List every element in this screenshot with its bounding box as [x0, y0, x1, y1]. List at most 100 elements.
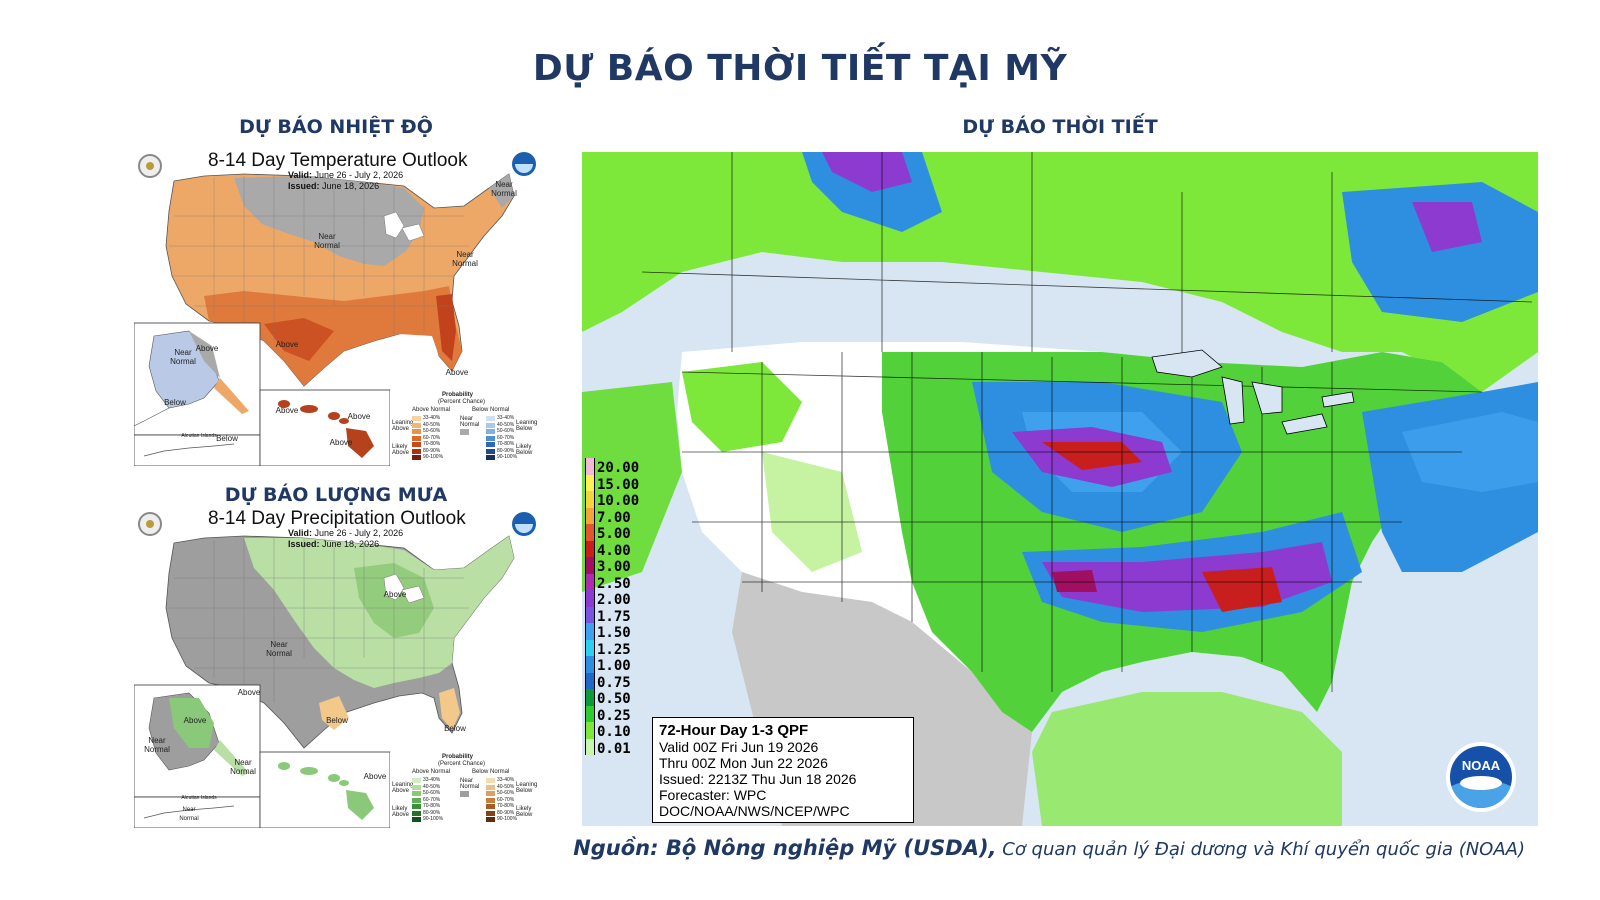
legend-above-swatch: [412, 422, 421, 428]
precipitation-issued-line: Issued: June 18, 2026: [288, 539, 379, 550]
qpf-scale-swatch: [585, 705, 595, 722]
legend-above-range: 90-100%: [423, 816, 444, 822]
qpf-scale-label: 2.50: [597, 575, 631, 592]
legend-above-range: 70-80%: [423, 441, 441, 447]
precipitation-map-title: 8-14 Day Precipitation Outlook: [208, 508, 466, 529]
legend-above-range: 60-70%: [423, 796, 441, 803]
qpf-scale-row: 0.01: [585, 738, 655, 757]
legend-below-swatch: [486, 778, 495, 783]
legend-leaning-above: Leaning Above: [392, 420, 414, 432]
legend-above-swatch: [412, 416, 421, 421]
qpf-scale-label: 0.10: [597, 724, 631, 740]
label-ak-above2: Above: [237, 688, 261, 697]
legend-heading: Probability: [442, 754, 474, 760]
doc-seal-icon: [138, 154, 162, 178]
legend-above-swatch: [412, 435, 421, 441]
qpf-scale-row: 0.75: [585, 672, 655, 691]
legend-below-swatch: [486, 817, 495, 822]
qpf-scale-swatch: [585, 738, 595, 755]
legend-below-range: 60-70%: [497, 434, 515, 441]
precipitation-heading: DỰ BÁO LƯỢNG MƯA: [224, 484, 448, 506]
legend-leaning-below: Leaning Below: [516, 420, 538, 432]
legend-below-range: 80-90%: [497, 447, 515, 454]
qpf-scale-row: 3.00: [585, 557, 655, 575]
precipitation-outlook-map: 8-14 Day Precipitation Outlook Valid: Ju…: [134, 508, 538, 828]
noaa-logo-icon: NOAA: [1446, 742, 1516, 812]
legend-above-range: 50-60%: [423, 428, 441, 434]
legend-below-swatch: [486, 442, 495, 447]
qpf-scale-label: 1.75: [597, 608, 631, 625]
qpf-scale-row: 0.25: [585, 705, 655, 724]
qpf-scale-swatch: [585, 722, 595, 739]
qpf-scale-label: 1.00: [597, 658, 631, 674]
label-aleutian: Aleutian Islands: [181, 795, 217, 801]
label-below-fl: Below: [444, 724, 466, 733]
legend-above-range: 70-80%: [423, 803, 441, 809]
qpf-box-title: 72-Hour Day 1-3 QPF: [659, 722, 809, 739]
qpf-scale-row: 20.00: [585, 458, 655, 476]
legend-near-swatch: [460, 791, 469, 797]
legend-below-range: 40-50%: [497, 421, 515, 428]
qpf-scale-label: 1.25: [597, 641, 631, 658]
legend-heading: Probability: [442, 392, 474, 398]
source-rest: Cơ quan quản lý Đại dương và Khí quyển q…: [996, 839, 1525, 860]
label-aleutian: Aleutian Islands: [181, 433, 217, 439]
noaa-logo-text: NOAA: [1461, 758, 1501, 773]
qpf-scale-row: 1.25: [585, 639, 655, 658]
label-hi-above1: Above: [275, 406, 299, 415]
valid-value: June 26 - July 2, 2026: [314, 170, 404, 180]
label-ak-near: Near Normal: [170, 348, 196, 366]
legend-above-swatch: [412, 804, 421, 809]
qpf-scale-swatch: [585, 557, 595, 574]
qpf-scale-swatch: [585, 689, 595, 706]
legend-above-range: 33-40%: [423, 777, 441, 783]
label-ak-above: Above: [183, 716, 207, 725]
issued-label: Issued:: [288, 539, 320, 549]
qpf-info-box: 72-Hour Day 1-3 QPF Valid 00Z Fri Jun 19…: [652, 717, 914, 823]
legend-below-range: 50-60%: [497, 790, 515, 796]
legend-below-swatch: [486, 435, 495, 441]
noaa-logo-icon: [512, 512, 536, 536]
label-near-normal-w: Near Normal: [266, 640, 292, 658]
temperature-heading: DỰ BÁO NHIỆT ĐỘ: [239, 116, 433, 138]
legend-above-swatch: [412, 817, 421, 822]
legend-above-swatch: [412, 810, 421, 816]
label-near-normal-east: Near Normal: [452, 250, 478, 268]
qpf-scale-label: 15.00: [597, 476, 640, 493]
legend-above-range: 40-50%: [423, 783, 441, 790]
legend-below-range: 60-70%: [497, 796, 515, 803]
qpf-scale-swatch: [585, 639, 595, 656]
legend-below-range: 50-60%: [497, 428, 515, 434]
qpf-scale-swatch: [585, 573, 595, 590]
qpf-scale-swatch: [585, 458, 595, 475]
qpf-org: DOC/NOAA/NWS/NCEP/WPC: [659, 803, 850, 819]
legend-below-range: 70-80%: [497, 441, 515, 447]
qpf-scale-swatch: [585, 672, 595, 689]
temperature-issued-line: Issued: June 18, 2026: [288, 181, 379, 192]
legend-below-normal: Below Normal: [472, 769, 510, 775]
precipitation-legend: Probability (Percent Chance) Above Norma…: [392, 754, 538, 826]
label-near-normal-ne: Near Normal: [491, 180, 517, 198]
qpf-scale-swatch: [585, 524, 595, 541]
noaa-logo-icon: [512, 152, 536, 176]
legend-above-range: 90-100%: [423, 454, 444, 460]
legend-below-normal: Below Normal: [472, 407, 510, 413]
legend-above-swatch: [412, 791, 421, 796]
valid-label: Valid:: [288, 528, 313, 538]
label-near-normal-central: Near Normal: [314, 232, 340, 250]
legend-above-range: 80-90%: [423, 447, 441, 454]
legend-likely-below: Likely Below: [516, 806, 533, 818]
qpf-scale-label: 0.01: [597, 740, 631, 757]
label-ak-near3: Near Normal: [179, 807, 199, 822]
label-hi-above3: Above: [329, 438, 353, 447]
legend-below-swatch: [486, 784, 495, 790]
qpf-thru: Thru 00Z Mon Jun 22 2026: [659, 755, 828, 771]
qpf-scale-label: 5.00: [597, 526, 631, 542]
valid-value: June 26 - July 2, 2026: [314, 528, 404, 538]
qpf-scale-row: 1.75: [585, 606, 655, 625]
legend-below-range: 33-40%: [497, 777, 515, 783]
legend-below-swatch: [486, 791, 495, 796]
qpf-scale-label: 0.75: [597, 674, 631, 691]
legend-leaning-below: Leaning Below: [516, 782, 538, 794]
precipitation-valid-line: Valid: June 26 - July 2, 2026: [288, 528, 403, 539]
